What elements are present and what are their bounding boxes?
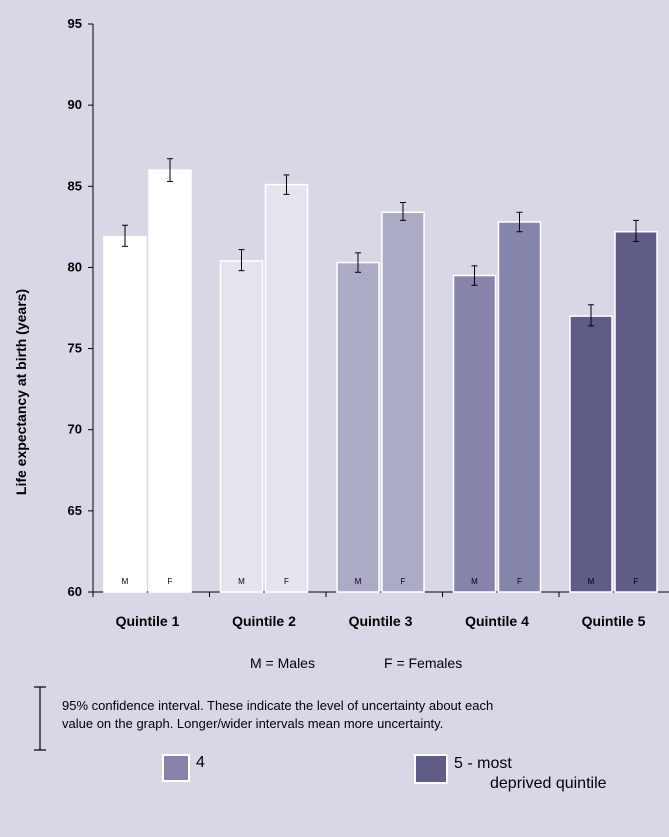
category-label-q1: Quintile 1 xyxy=(116,613,180,629)
bar-male-q4 xyxy=(452,274,497,593)
y-tick-label: 70 xyxy=(68,422,82,437)
bar-letter-male: M xyxy=(238,577,245,586)
legend-label-5-line-1: 5 - most xyxy=(454,755,512,772)
category-label-q5: Quintile 5 xyxy=(582,613,646,629)
legend-label-5: 5 - most deprived quintile xyxy=(454,754,607,794)
life-expectancy-chart: 60 65 70 75 80 85 90 95 M F Quintile 1 M F Quintile 2… xyxy=(13,16,669,629)
y-tick-label: 85 xyxy=(68,178,82,193)
y-tick-label: 65 xyxy=(68,503,82,518)
legend-label-5-line-2: deprived quintile xyxy=(490,775,607,792)
bar-female-q2 xyxy=(264,183,309,593)
bar-male-q3 xyxy=(336,261,380,593)
y-tick-label: 60 xyxy=(68,584,82,599)
legend-item-5: 5 - most deprived quintile xyxy=(414,754,607,794)
bar-letter-female: F xyxy=(634,577,639,586)
confidence-interval-icon xyxy=(34,686,46,751)
bar-female-q1 xyxy=(148,169,192,593)
bar-female-q3 xyxy=(381,211,425,593)
labels: 60 65 70 75 80 85 90 95 M F Quintile 1 M F Quintile 2… xyxy=(68,16,646,629)
bar-female-q4 xyxy=(497,221,542,593)
y-tick-label: 90 xyxy=(68,97,82,112)
bar-female-q5 xyxy=(614,230,658,593)
legend-item-4: 4 xyxy=(162,754,205,782)
key-females: F = Females xyxy=(384,655,463,671)
y-tick-label: 80 xyxy=(68,259,82,274)
category-label-q4: Quintile 4 xyxy=(465,613,529,629)
bar-letter-female: F xyxy=(401,577,406,586)
bar-male-q2 xyxy=(219,260,264,593)
ci-note-line-2: value on the graph. Longer/wider interva… xyxy=(62,716,444,731)
bar-letter-male: M xyxy=(355,577,362,586)
category-label-q2: Quintile 2 xyxy=(232,613,296,629)
bar-letter-female: F xyxy=(284,577,289,586)
bar-letter-male: M xyxy=(471,577,478,586)
y-tick-label: 75 xyxy=(68,341,82,356)
legend-swatch-5 xyxy=(414,754,448,784)
bar-male-q1 xyxy=(103,235,147,593)
bar-male-q5 xyxy=(569,315,613,593)
error-bars xyxy=(122,158,639,327)
bar-letter-male: M xyxy=(122,577,129,586)
ci-note-line-1: 95% confidence interval. These indicate … xyxy=(62,698,494,713)
bar-letter-male: M xyxy=(588,577,595,586)
legend-label-4: 4 xyxy=(196,754,205,771)
bar-letter-female: F xyxy=(517,577,522,586)
key-males: M = Males xyxy=(250,655,315,671)
confidence-interval-note: 95% confidence interval. These indicate … xyxy=(62,697,669,733)
y-tick-label: 95 xyxy=(68,16,82,31)
y-axis-label: Life expectancy at birth (years) xyxy=(13,289,29,495)
legend-swatch-4 xyxy=(162,754,190,782)
category-label-q3: Quintile 3 xyxy=(349,613,413,629)
bars xyxy=(103,169,658,593)
bar-letter-female: F xyxy=(168,577,173,586)
